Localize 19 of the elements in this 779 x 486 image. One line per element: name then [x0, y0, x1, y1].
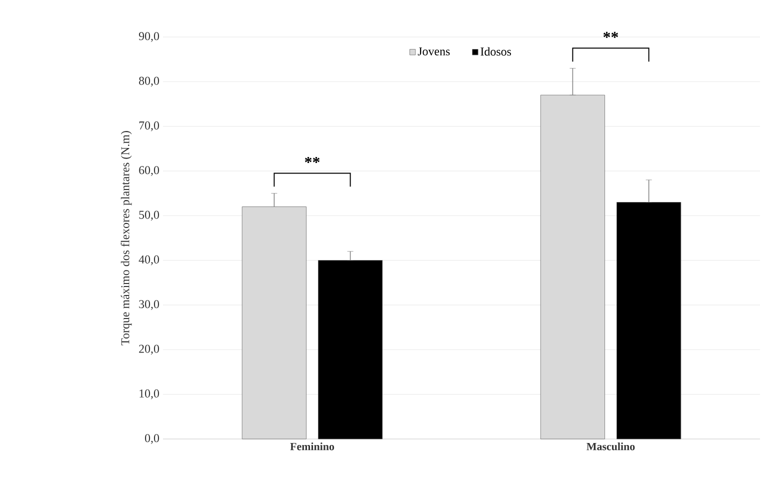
y-tick-label: 40,0	[138, 255, 160, 266]
annotation: **	[304, 156, 320, 163]
x-tick-label: Feminino	[290, 442, 334, 450]
bar	[318, 260, 383, 440]
y-tick-label: 20,0	[139, 344, 160, 355]
y-tick-label: 0,0	[144, 434, 160, 444]
y-tick-label: 10,0	[140, 389, 160, 400]
y-tick-label: 60,0	[139, 166, 160, 176]
y-tick-label: 90,0	[138, 32, 160, 42]
annotation: **	[603, 32, 618, 38]
y-tick-label: 80,0	[139, 76, 160, 87]
y-tick-label: 70,0	[139, 121, 160, 132]
y-axis-title: Torque máximo dos flexores plantares (N.m)	[120, 131, 132, 346]
y-tick-label: 30,0	[139, 300, 160, 310]
x-tick-label: Masculino	[586, 442, 635, 450]
y-tick-label: 50,0	[139, 210, 160, 221]
legend-label: Jovens	[418, 47, 450, 56]
bar	[616, 202, 682, 440]
legend-label: Idosos	[480, 47, 512, 56]
